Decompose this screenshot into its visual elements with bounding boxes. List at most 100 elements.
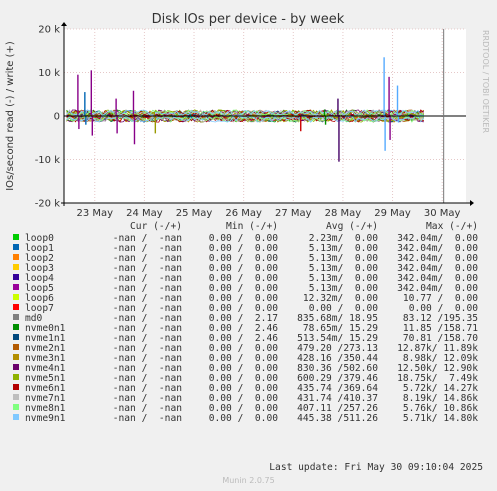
legend-cur: -nan / -nan: [112, 233, 182, 244]
legend-row: nvme3n1 -nan / -nan 0.00 / 0.00 428.16 /350…: [8, 353, 494, 364]
legend-swatch: [13, 264, 19, 270]
legend-avg: 5.13m/ 0.00: [308, 243, 378, 254]
legend-cur: -nan / -nan: [112, 243, 182, 254]
last-update: Last update: Fri May 30 09:10:04 2025: [269, 462, 483, 473]
x-tick-label: 23 May: [76, 208, 113, 219]
legend-header: Cur (-/+) Min (-/+) Avg (-/+) Max (-/+): [8, 221, 494, 233]
chart: Disk IOs per device - by week IOs/second…: [5, 12, 490, 219]
legend-max: 11.85 /158.71: [402, 323, 478, 334]
series-read-trace: [66, 115, 424, 123]
y-axis-arrow: [61, 22, 67, 26]
legend: Cur (-/+) Min (-/+) Avg (-/+) Max (-/+) …: [8, 221, 494, 424]
legend-row: nvme1n1 -nan / -nan 0.00 / 2.46 513.54m/ 15…: [8, 333, 494, 344]
legend-name: loop6: [25, 293, 54, 304]
legend-name: nvme3n1: [25, 353, 66, 364]
legend-min: 0.00 / 0.00: [208, 353, 278, 364]
legend-name: nvme1n1: [25, 333, 66, 344]
x-tick-label: 30 May: [424, 208, 461, 219]
legend-cur: -nan / -nan: [112, 393, 182, 404]
legend-avg: 830.36 /502.60: [297, 363, 378, 374]
legend-avg: 431.74 /410.37: [297, 393, 378, 404]
legend-cur: -nan / -nan: [112, 323, 182, 334]
legend-swatch: [13, 364, 19, 370]
legend-swatch: [13, 414, 19, 420]
legend-min: 0.00 / 0.00: [208, 263, 278, 274]
legend-min: 0.00 / 0.00: [208, 373, 278, 384]
legend-name: nvme0n1: [25, 323, 66, 334]
legend-cur: -nan / -nan: [112, 253, 182, 264]
legend-cur: -nan / -nan: [112, 383, 182, 394]
legend-rows: loop0 -nan / -nan 0.00 / 0.00 2.23m/ 0.00 34…: [8, 233, 494, 424]
legend-cur: -nan / -nan: [112, 303, 182, 314]
munin-version: Munin 2.0.75: [222, 476, 275, 485]
legend-cur: -nan / -nan: [112, 363, 182, 374]
legend-cur: -nan / -nan: [112, 353, 182, 364]
legend-min: 0.00 / 0.00: [208, 303, 278, 314]
data-traces: [61, 22, 474, 206]
legend-row: loop6 -nan / -nan 0.00 / 0.00 12.32m/ 0.00 1…: [8, 293, 494, 304]
legend-avg: 5.13m/ 0.00: [308, 253, 378, 264]
series-read-trace: [66, 115, 425, 123]
legend-min: 0.00 / 2.46: [208, 333, 278, 344]
legend-swatch: [13, 394, 19, 400]
legend-swatch: [13, 244, 19, 250]
x-tick-label: 29 May: [374, 208, 411, 219]
legend-name: nvme8n1: [25, 403, 66, 414]
legend-max: 5.71k/ 14.80k: [402, 413, 478, 424]
legend-avg: 600.29 /379.46: [297, 373, 378, 384]
legend-name: nvme2n1: [25, 343, 66, 354]
legend-min: 0.00 / 0.00: [208, 383, 278, 394]
legend-min: 0.00 / 0.00: [208, 253, 278, 264]
legend-min: 0.00 / 0.00: [208, 403, 278, 414]
legend-avg: 428.16 /350.44: [297, 353, 378, 364]
x-tick-label: 25 May: [176, 208, 213, 219]
rrdtool-side-label: RRDTOOL / TOBI OETIKER: [481, 30, 490, 133]
legend-min: 0.00 / 0.00: [208, 283, 278, 294]
legend-name: loop1: [25, 243, 54, 254]
legend-header-min: Min (-/+): [226, 221, 278, 232]
legend-max: 5.72k/ 14.27k: [402, 383, 478, 394]
legend-swatch: [13, 384, 19, 390]
legend-avg: 12.32m/ 0.00: [302, 293, 378, 304]
legend-min: 0.00 / 0.00: [208, 393, 278, 404]
legend-min: 0.00 / 0.00: [208, 413, 278, 424]
legend-max: 342.04m/ 0.00: [397, 253, 478, 264]
legend-max: 342.04m/ 0.00: [397, 273, 478, 284]
legend-cur: -nan / -nan: [112, 413, 182, 424]
legend-min: 0.00 / 0.00: [208, 343, 278, 354]
y-tick-label: -20 k: [35, 199, 61, 210]
y-tick-label: 0: [54, 112, 60, 123]
legend-min: 0.00 / 0.00: [208, 363, 278, 374]
legend-row: nvme9n1 -nan / -nan 0.00 / 0.00 445.38 /511…: [8, 413, 494, 424]
legend-avg: 2.23m/ 0.00: [308, 233, 378, 244]
legend-row: loop7 -nan / -nan 0.00 / 0.00 0.00 / 0.00 0.…: [8, 303, 494, 314]
legend-min: 0.00 / 2.17: [208, 313, 278, 324]
legend-name: nvme6n1: [25, 383, 66, 394]
legend-swatch: [13, 274, 19, 280]
x-tick-label: 27 May: [275, 208, 312, 219]
x-tick-label: 28 May: [325, 208, 362, 219]
y-tick-label: 10 k: [38, 68, 60, 79]
legend-avg: 5.13m/ 0.00: [308, 283, 378, 294]
legend-name: md0: [25, 313, 43, 324]
y-tick-label: -10 k: [35, 155, 61, 166]
series-write-trace: [66, 109, 425, 117]
legend-avg: 835.68m/ 18.95: [297, 313, 378, 324]
legend-max: 342.04m/ 0.00: [397, 233, 478, 244]
legend-row: nvme5n1 -nan / -nan 0.00 / 0.00 600.29 /379…: [8, 373, 494, 384]
legend-avg: 445.38 /511.26: [297, 413, 378, 424]
legend-swatch: [13, 284, 19, 290]
legend-min: 0.00 / 0.00: [208, 273, 278, 284]
legend-swatch: [13, 294, 19, 300]
legend-avg: 513.54m/ 15.29: [297, 333, 378, 344]
legend-avg: 479.20 /273.13: [297, 343, 378, 354]
legend-row: loop1 -nan / -nan 0.00 / 0.00 5.13m/ 0.00 34…: [8, 243, 494, 254]
legend-name: loop3: [25, 263, 54, 274]
legend-max: 70.81 /158.70: [402, 333, 478, 344]
legend-name: nvme7n1: [25, 393, 66, 404]
legend-header-cur: Cur (-/+): [130, 221, 182, 232]
legend-max: 342.04m/ 0.00: [397, 283, 478, 294]
legend-row: nvme0n1 -nan / -nan 0.00 / 2.46 78.65m/ 15.…: [8, 323, 494, 334]
legend-name: nvme9n1: [25, 413, 66, 424]
legend-swatch: [13, 234, 19, 240]
